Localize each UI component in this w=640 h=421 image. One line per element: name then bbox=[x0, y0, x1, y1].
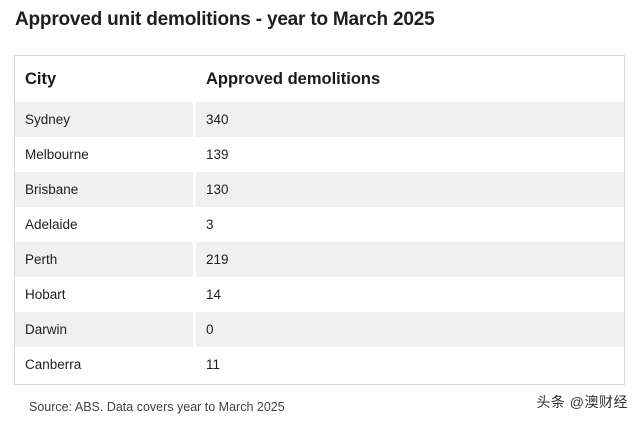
table-row: Adelaide 3 bbox=[15, 207, 624, 242]
approved-demolitions-cell: 139 bbox=[196, 137, 624, 172]
city-cell: Brisbane bbox=[15, 172, 196, 207]
approved-demolitions-cell: 130 bbox=[196, 172, 624, 207]
approved-demolitions-cell: 0 bbox=[196, 312, 624, 347]
approved-demolitions-cell: 11 bbox=[196, 347, 624, 382]
source-note: Source: ABS. Data covers year to March 2… bbox=[29, 400, 285, 414]
approved-demolitions-cell: 3 bbox=[196, 207, 624, 242]
city-cell: Adelaide bbox=[15, 207, 196, 242]
table-header-row: City Approved demolitions bbox=[15, 56, 624, 102]
column-header-city: City bbox=[15, 56, 196, 102]
table-body: Sydney 340 Melbourne 139 Brisbane 130 Adelaide… bbox=[15, 102, 624, 382]
city-cell: Canberra bbox=[15, 347, 196, 382]
page-title: Approved unit demolitions - year to Marc… bbox=[15, 9, 435, 30]
watermark-logo: 头条 @澳财经 bbox=[536, 394, 628, 410]
city-cell: Perth bbox=[15, 242, 196, 277]
data-table-container: City Approved demolitions Sydney 340 Melbo… bbox=[14, 55, 625, 385]
table-row: Brisbane 130 bbox=[15, 172, 624, 207]
table-row: Canberra 11 bbox=[15, 347, 624, 382]
approved-demolitions-cell: 14 bbox=[196, 277, 624, 312]
approved-demolitions-cell: 219 bbox=[196, 242, 624, 277]
city-cell: Hobart bbox=[15, 277, 196, 312]
city-cell: Darwin bbox=[15, 312, 196, 347]
data-table: City Approved demolitions Sydney 340 Melbo… bbox=[15, 56, 624, 382]
table-row: Sydney 340 bbox=[15, 102, 624, 137]
table-row: Melbourne 139 bbox=[15, 137, 624, 172]
approved-demolitions-cell: 340 bbox=[196, 102, 624, 137]
column-header-approved-demolitions: Approved demolitions bbox=[196, 56, 624, 102]
table-row: Perth 219 bbox=[15, 242, 624, 277]
table-row: Hobart 14 bbox=[15, 277, 624, 312]
city-cell: Melbourne bbox=[15, 137, 196, 172]
city-cell: Sydney bbox=[15, 102, 196, 137]
table-row: Darwin 0 bbox=[15, 312, 624, 347]
